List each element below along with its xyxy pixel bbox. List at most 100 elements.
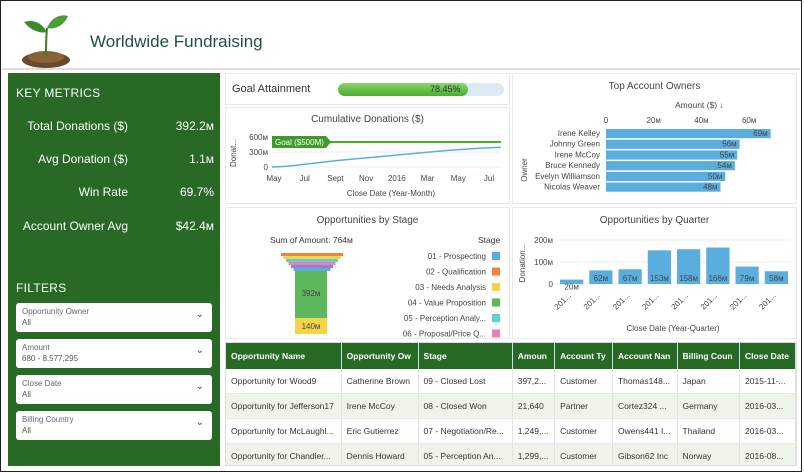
sum-label: Sum of Amount: 764м [270, 235, 353, 245]
legend-label: 03 - Needs Analysis [415, 283, 486, 292]
owners-chart[interactable]: 0 20м 40м 60м Owner Irene Kelley 69м Johnny Gre… [513, 74, 798, 205]
table-cell: Customer [554, 443, 613, 465]
funnel-slice [293, 268, 331, 271]
metric-value: 1.1м [189, 152, 214, 166]
cumulative-donations-panel: Cumulative Donations ($) Donat... 600м 300… [225, 107, 510, 204]
table-row[interactable]: Opportunity for Wood9 Catherine Brown 09 -… [226, 369, 796, 394]
metric-label: Avg Donation ($) [38, 152, 128, 166]
x-tick-label: 201... [699, 291, 720, 312]
column-header[interactable]: Opportunity Name [226, 343, 342, 369]
funnel-value-label: 392м [302, 289, 321, 298]
table-cell: Eric Gutierrez [341, 418, 419, 444]
owner-name: Nicolas Weaver [544, 183, 600, 192]
y-tick-label: 600м [249, 133, 268, 142]
quarter-bar-label: 67м [623, 274, 637, 283]
table-cell: Opportunity for Wood9 [226, 369, 342, 394]
quarter-bar [589, 270, 613, 284]
table-cell: 2016-03... [739, 418, 796, 444]
goal-label: Goal Attainment [232, 83, 311, 95]
table-cell: Irene McCoy [341, 393, 419, 419]
owner-bar [606, 150, 738, 160]
filters-heading: FILTERS [16, 281, 67, 295]
column-header[interactable]: Amoun [512, 343, 556, 369]
table-header-row: Opportunity Name Opportunity Ow Stage Amoun… [226, 343, 796, 369]
legend-swatch [492, 298, 500, 307]
metric-label: Account Owner Avg [22, 219, 128, 233]
table-cell: Customer [554, 369, 613, 394]
quarter-bar [560, 279, 584, 284]
table-cell: 2015-11-... [739, 369, 796, 394]
goal-label: Goal ($500M) [275, 138, 324, 147]
table-cell: 21,640 [512, 393, 556, 419]
legend-swatch [492, 314, 500, 322]
table-cell: Opportunity for Chandler... [226, 443, 342, 465]
column-header[interactable]: Billing Coun [677, 343, 741, 369]
owner-bar [606, 161, 735, 171]
cumulative-chart[interactable]: Donat... 600м 300м 0 Goal ($500M) May Jul Sept N… [226, 108, 511, 205]
funnel-value-label: 140м [302, 322, 321, 331]
chevron-down-icon: ⌄ [195, 345, 204, 356]
table-cell: Customer [554, 418, 613, 444]
owner-bar-label: 69м [753, 129, 767, 138]
column-header[interactable]: Close Date [739, 343, 796, 369]
table-cell: Norway [677, 443, 741, 465]
table-row[interactable]: Opportunity for Jefferson17 Irene McCoy 08… [226, 393, 796, 419]
filter-close-date[interactable]: Close Date All ⌄ [16, 375, 212, 404]
sidebar: KEY METRICS Total Donations ($) 392.2м A… [8, 73, 220, 466]
owner-bar-label: 54м [717, 161, 731, 170]
x-tick-label: May [266, 174, 281, 183]
funnel-slice [295, 271, 327, 318]
stage-funnel-chart[interactable]: 392м 140м 01 - Prospecting 02 - Qualificati… [226, 208, 511, 340]
column-header[interactable]: Opportunity Ow [341, 343, 419, 369]
table-cell: Cortez324 ... [612, 393, 678, 419]
chevron-down-icon: ⌄ [195, 309, 204, 320]
quarter-bar [764, 271, 788, 284]
column-header[interactable]: Account Ty [554, 343, 613, 369]
quarter-bar [647, 250, 671, 284]
owner-bar [606, 139, 740, 149]
funnel-slice [281, 253, 343, 256]
table-cell: Partner [554, 393, 613, 419]
column-header[interactable]: Account Nan [612, 343, 678, 369]
filter-value: 680 - 8,577,295 [22, 354, 79, 363]
table-row[interactable]: Opportunity for Chandler... Dennis Howard… [226, 443, 796, 465]
table-row[interactable]: Opportunity for McLaughl... Eric Gutierre… [226, 418, 796, 444]
table-cell: Dennis Howard [341, 443, 419, 465]
quarter-bar-label: 166м [708, 274, 727, 283]
y-tick-label: 0 [264, 163, 269, 172]
quarter-bar [618, 269, 642, 284]
filter-value: All [22, 318, 31, 327]
quarter-bar [706, 247, 730, 284]
table-cell: Germany [677, 393, 741, 419]
y-axis-label: Donat... [229, 139, 238, 167]
filter-billing-country[interactable]: Billing Country All ⌄ [16, 411, 212, 440]
filter-value: All [22, 426, 31, 435]
table-cell: 07 - Negotiation/Re... [418, 418, 513, 444]
measure-label: Amount ($) ↓ [675, 100, 724, 110]
filter-opportunity-owner[interactable]: Opportunity Owner All ⌄ [16, 303, 212, 332]
owner-name: Evelyn Williamson [535, 172, 600, 181]
table-cell: Gibson62 Inc [612, 443, 678, 465]
table-cell: Catherine Brown [341, 369, 419, 394]
table-cell: 05 - Perception An... [418, 443, 513, 465]
filter-label: Close Date [22, 379, 62, 388]
filter-amount[interactable]: Amount 680 - 8,577,295 ⌄ [16, 339, 212, 368]
x-tick-label: Mar [421, 174, 435, 183]
owner-bar-label: 48м [703, 183, 717, 192]
x-tick-label: 201... [670, 291, 691, 312]
owner-name: Johnny Green [550, 140, 600, 149]
opportunities-table: Opportunity Name Opportunity Ow Stage Amoun… [226, 343, 796, 465]
column-header[interactable]: Stage [418, 343, 513, 369]
y-tick-label: 100м [534, 258, 553, 267]
table-cell: Japan [677, 369, 741, 394]
chart-title: Opportunities by Quarter [599, 215, 710, 226]
metric-value: 69.7% [179, 185, 214, 199]
quarter-bar-label: 20м [564, 283, 578, 292]
owner-bar [606, 171, 726, 181]
x-tick-label: May [451, 174, 466, 183]
filter-value: All [22, 390, 31, 399]
table-cell: 08 - Closed Won [418, 393, 513, 419]
legend-title: Stage [478, 235, 501, 245]
legend-swatch [492, 329, 500, 338]
